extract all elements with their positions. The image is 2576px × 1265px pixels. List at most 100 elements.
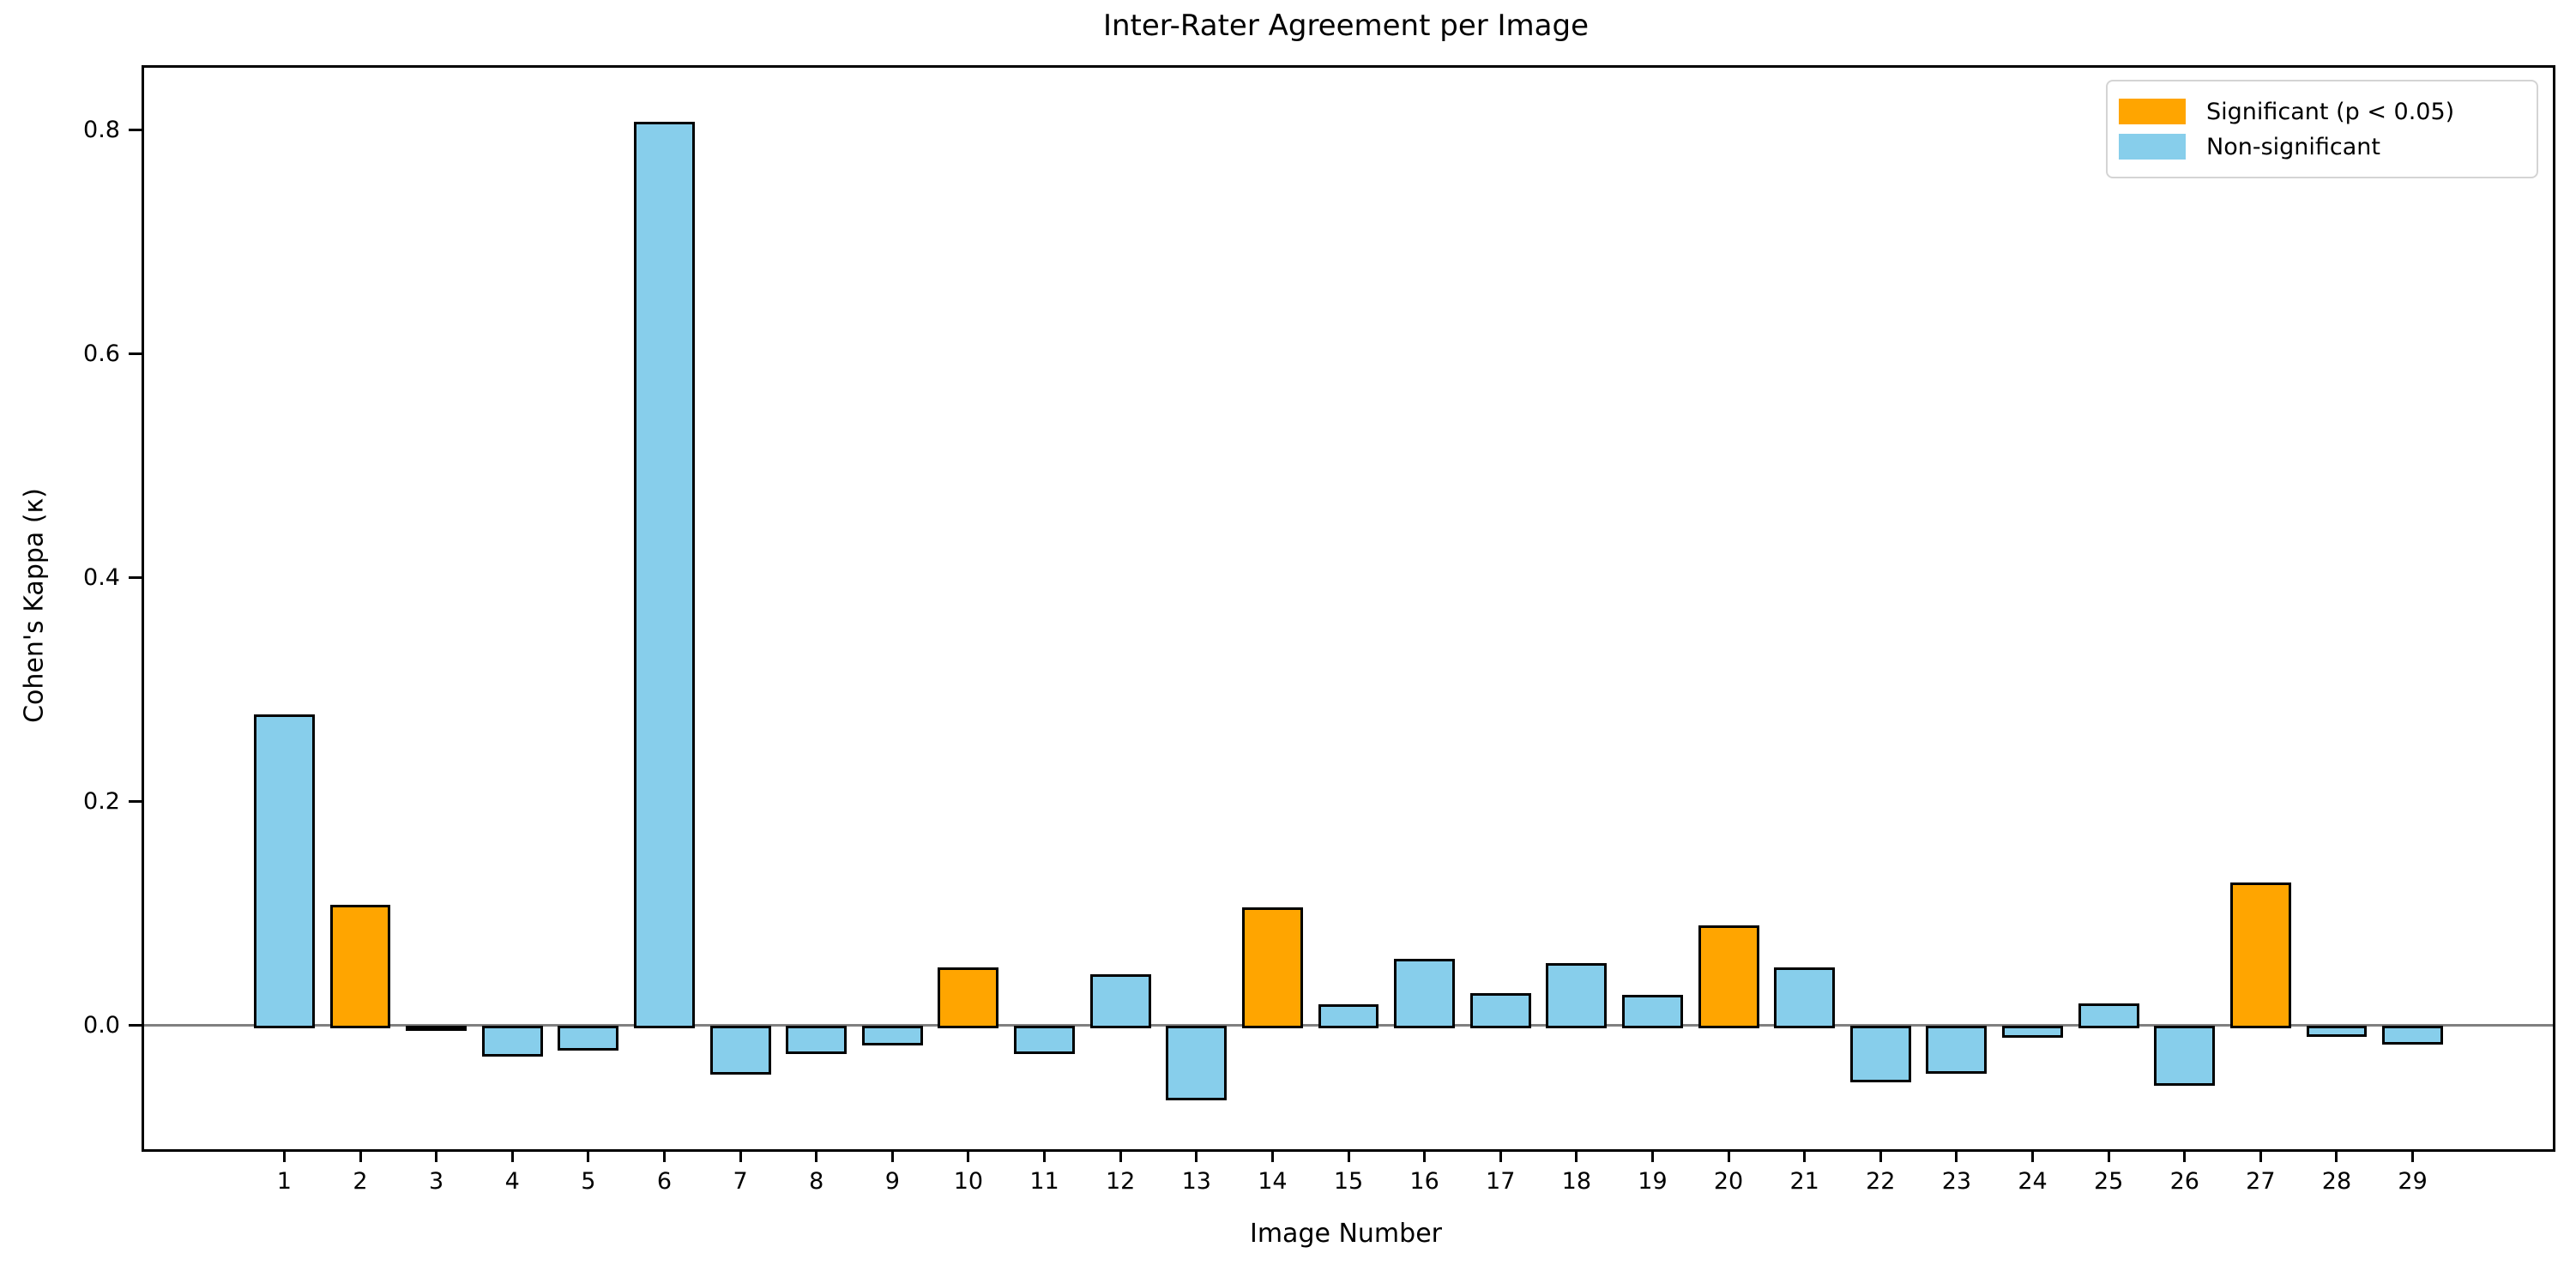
bar-image-26-non-significant <box>2154 1025 2216 1087</box>
x-tick-label: 4 <box>504 1168 520 1195</box>
x-tick-label: 11 <box>1029 1168 1059 1195</box>
x-tick-label: 2 <box>353 1168 368 1195</box>
legend: Significant (p < 0.05) Non-significant <box>2106 80 2538 178</box>
x-tick-label: 14 <box>1258 1168 1288 1195</box>
bar-image-29-non-significant <box>2382 1025 2444 1045</box>
x-tick-label: 9 <box>884 1168 900 1195</box>
x-tick-label: 15 <box>1333 1168 1364 1195</box>
x-tick-mark <box>1119 1149 1122 1162</box>
x-tick-mark <box>890 1149 894 1162</box>
x-tick-mark <box>2107 1149 2110 1162</box>
x-tick-mark <box>1499 1149 1502 1162</box>
bar-image-11-non-significant <box>1014 1025 1075 1054</box>
significant-color-swatch <box>2119 99 2186 124</box>
bar-image-23-non-significant <box>1926 1025 1988 1074</box>
x-tick-mark <box>1575 1149 1578 1162</box>
x-tick-label: 24 <box>2018 1168 2048 1195</box>
x-tick-label: 28 <box>2321 1168 2352 1195</box>
x-tick-label: 17 <box>1486 1168 1516 1195</box>
x-tick-mark <box>2335 1149 2338 1162</box>
legend-item-non-significant: Non-significant <box>2119 134 2537 160</box>
bar-image-28-non-significant <box>2306 1025 2368 1037</box>
x-tick-mark <box>2031 1149 2035 1162</box>
bar-image-14-significant <box>1241 907 1303 1028</box>
x-tick-label: 1 <box>276 1168 292 1195</box>
x-tick-label: 8 <box>809 1168 824 1195</box>
x-tick-label: 13 <box>1181 1168 1211 1195</box>
bar-image-25-non-significant <box>2078 1003 2139 1028</box>
bar-image-13-non-significant <box>1166 1025 1228 1101</box>
x-tick-mark <box>435 1149 438 1162</box>
x-tick-label: 6 <box>656 1168 673 1195</box>
bar-image-5-non-significant <box>558 1025 619 1051</box>
x-tick-mark <box>2183 1149 2187 1162</box>
non-significant-color-swatch <box>2119 134 2186 160</box>
plot-area: 0.0 0.2 0.4 0.6 0.8 1 2 3 4 5 6 7 8 9 10 11 12 13 14 15 16 17… <box>83 65 2555 1195</box>
x-tick-mark <box>662 1149 666 1162</box>
bar-image-6-non-significant <box>634 121 695 1028</box>
x-tick-mark <box>282 1149 286 1162</box>
x-tick-mark <box>967 1149 970 1162</box>
bar-image-8-non-significant <box>786 1025 848 1054</box>
x-tick-mark <box>1423 1149 1427 1162</box>
y-tick-label: 0.0 <box>83 1011 120 1039</box>
x-tick-label: 12 <box>1105 1168 1136 1195</box>
x-tick-label: 29 <box>2398 1168 2428 1195</box>
x-tick-mark <box>1347 1149 1350 1162</box>
bar-image-12-non-significant <box>1089 974 1151 1028</box>
x-tick-label: 16 <box>1409 1168 1439 1195</box>
bar-image-20-significant <box>1698 925 1759 1028</box>
x-tick-label: 21 <box>1789 1168 1819 1195</box>
bar-image-1-non-significant <box>253 714 315 1028</box>
x-tick-mark <box>359 1149 362 1162</box>
y-tick-label: 0.4 <box>83 563 120 591</box>
x-tick-mark <box>815 1149 818 1162</box>
x-tick-mark <box>1727 1149 1730 1162</box>
x-tick-label: 20 <box>1713 1168 1744 1195</box>
legend-label-non-significant: Non-significant <box>2206 133 2380 160</box>
bar-image-2-significant <box>329 905 391 1028</box>
x-tick-label: 25 <box>2093 1168 2124 1195</box>
bar-image-19-non-significant <box>1622 994 1683 1028</box>
x-tick-mark <box>1955 1149 1958 1162</box>
x-tick-label: 5 <box>581 1168 596 1195</box>
x-tick-mark <box>510 1149 514 1162</box>
y-tick-mark <box>129 352 142 356</box>
bar-image-18-non-significant <box>1546 963 1608 1028</box>
bar-image-17-non-significant <box>1469 993 1531 1028</box>
x-tick-mark <box>2259 1149 2262 1162</box>
x-tick-label: 23 <box>1941 1168 1972 1195</box>
x-tick-mark <box>739 1149 742 1162</box>
x-tick-label: 18 <box>1561 1168 1591 1195</box>
x-tick-mark <box>1650 1149 1654 1162</box>
y-tick-mark <box>129 129 142 132</box>
bar-image-16-non-significant <box>1394 958 1456 1028</box>
legend-item-significant: Significant (p < 0.05) <box>2119 99 2537 125</box>
bar-image-22-non-significant <box>1849 1025 1911 1083</box>
x-tick-label: 22 <box>1866 1168 1896 1195</box>
x-tick-mark <box>587 1149 590 1162</box>
x-tick-label: 26 <box>2169 1168 2199 1195</box>
legend-label-significant: Significant (p < 0.05) <box>2206 98 2455 125</box>
x-tick-label: 7 <box>733 1168 748 1195</box>
y-tick-mark <box>129 800 142 804</box>
y-tick-label: 0.2 <box>83 787 120 815</box>
bar-image-27-significant <box>2229 882 2291 1028</box>
bar-image-10-significant <box>938 967 999 1028</box>
bar-image-24-non-significant <box>2002 1025 2063 1039</box>
x-tick-mark <box>1879 1149 1882 1162</box>
bar-image-9-non-significant <box>861 1025 923 1046</box>
bar-image-7-non-significant <box>709 1025 771 1075</box>
x-tick-label: 3 <box>429 1168 444 1195</box>
bar-image-15-non-significant <box>1318 1004 1379 1028</box>
x-tick-label: 10 <box>953 1168 984 1195</box>
x-tick-mark <box>1195 1149 1198 1162</box>
x-tick-mark <box>1803 1149 1807 1162</box>
y-tick-label: 0.6 <box>83 340 120 367</box>
x-tick-mark <box>2411 1149 2415 1162</box>
bar-image-21-non-significant <box>1774 967 1836 1028</box>
bar-image-4-non-significant <box>481 1025 543 1057</box>
x-tick-label: 27 <box>2246 1168 2276 1195</box>
y-tick-mark <box>129 1024 142 1027</box>
